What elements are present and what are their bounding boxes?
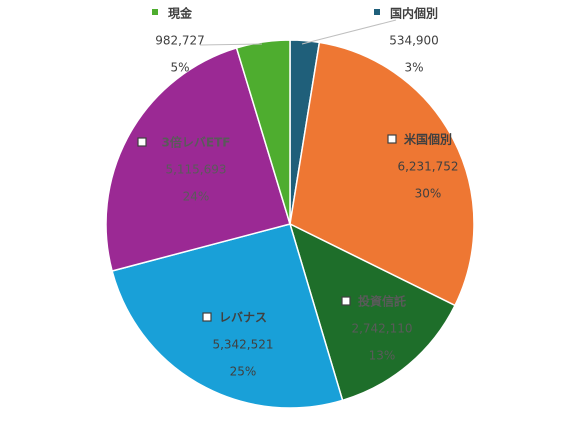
slice-name-1: 国内個別 [390, 6, 438, 21]
slice-labels: 国内個別 534,900 3% 米国個別 6,231,752 30% 投資信託 2,742,1… [137, 6, 459, 379]
legend-marker-1 [374, 9, 380, 15]
legend-marker-4 [202, 312, 212, 322]
slice-value-4: 5,342,521 [212, 338, 273, 352]
slice-percent-5: 24% [183, 190, 210, 204]
slice-name-5: 3倍レバETF [162, 135, 231, 150]
slice-value-5: 5,115,693 [165, 163, 226, 177]
legend-marker-6 [152, 9, 158, 15]
slice-label-5: 3倍レバETF 5,115,693 24% [137, 135, 231, 204]
slice-name-6: 現金 [168, 6, 193, 21]
slice-percent-4: 25% [230, 365, 257, 379]
pie-slice-3 [288, 222, 456, 402]
slice-label-1: 国内個別 534,900 3% [374, 6, 439, 75]
slice-value-1: 534,900 [389, 34, 439, 48]
slice-name-2: 米国個別 [404, 132, 452, 147]
legend-marker-3 [341, 296, 351, 306]
leader-line-1 [301, 19, 397, 45]
slice-label-6: 現金 982,727 5% [152, 6, 205, 75]
slice-percent-1: 3% [404, 61, 423, 75]
pie-slice-5 [105, 46, 291, 272]
slice-name-3: 投資信託 [358, 294, 406, 309]
slice-label-4: レバナス 5,342,521 25% [202, 311, 274, 379]
pie-slices [105, 39, 475, 409]
slice-percent-3: 13% [369, 349, 396, 363]
pie-slice-4 [111, 223, 344, 409]
legend-marker-5 [137, 137, 147, 147]
leader-lines [199, 19, 397, 46]
leader-line-6 [199, 43, 263, 46]
slice-name-4: レバナス [219, 311, 267, 325]
pie-slice-2 [289, 41, 475, 307]
slice-label-2: 米国個別 6,231,752 30% [387, 132, 459, 201]
legend-marker-2 [387, 134, 397, 144]
slice-percent-2: 30% [415, 187, 442, 201]
slice-value-3: 2,742,110 [351, 322, 412, 336]
slice-value-6: 982,727 [155, 34, 205, 48]
pie-slice-6 [235, 39, 291, 225]
slice-label-3: 投資信託 2,742,110 13% [341, 294, 413, 363]
slice-value-2: 6,231,752 [397, 160, 458, 174]
slice-percent-6: 5% [170, 61, 189, 75]
